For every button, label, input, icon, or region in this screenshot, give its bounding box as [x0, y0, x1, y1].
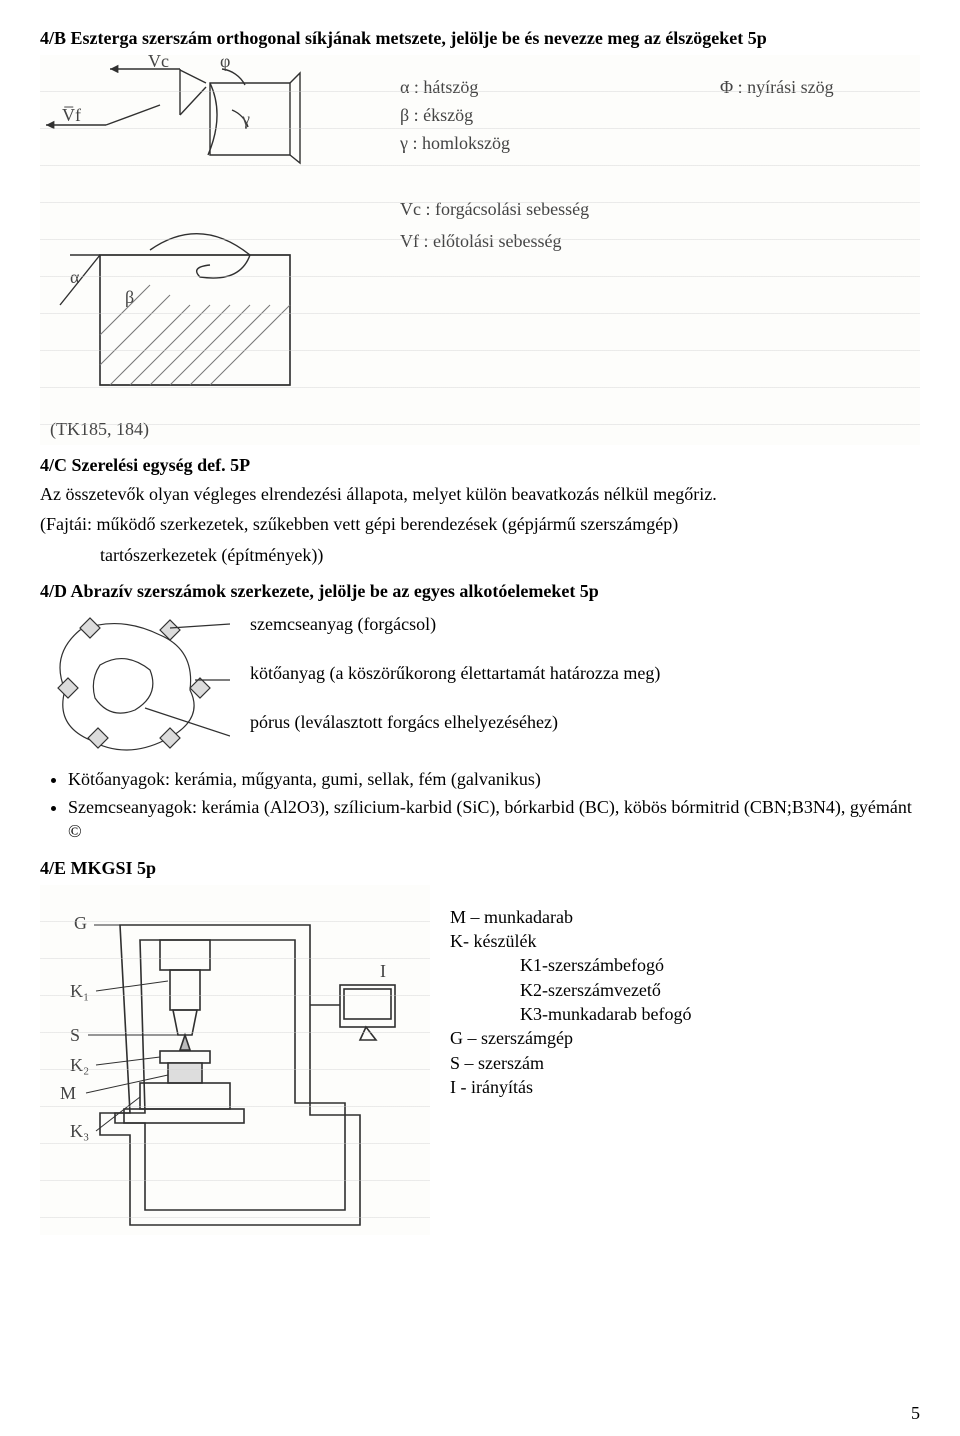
mkgsi-S: S – szerszám [450, 1051, 920, 1075]
section-4c-line3: tartószerkezetek (építmények)) [100, 543, 920, 567]
figure-4d [40, 610, 230, 760]
def-porus: pórus (leválasztott forgács elhelyezéséh… [250, 712, 920, 733]
bullet-szemcseanyagok: Szemcseanyagok: kerámia (Al2O3), szílici… [68, 795, 920, 844]
figure-4e: G K₁ S K₂ M K₃ I [40, 885, 430, 1235]
section-4d-bullets: Kötőanyagok: kerámia, műgyanta, gumi, se… [68, 767, 920, 844]
mkgsi-K: K- készülék [450, 929, 920, 953]
section-4d-row: szemcseanyag (forgácsol) kötőanyag (a kö… [40, 610, 920, 761]
section-4c-line2: (Fajtái: működő szerkezetek, szűkebben v… [40, 512, 920, 536]
figure-4d-svg [40, 610, 230, 760]
section-4d-defs: szemcseanyag (forgácsol) kötőanyag (a kö… [250, 610, 920, 761]
mkgsi-G: G – szerszámgép [450, 1026, 920, 1050]
bullet-kotoanyagok: Kötőanyagok: kerámia, műgyanta, gumi, se… [68, 767, 920, 791]
section-4d-title: 4/D Abrazív szerszámok szerkezete, jelöl… [40, 581, 920, 602]
def-szemcseanyag: szemcseanyag (forgácsol) [250, 614, 920, 635]
mkgsi-M: M – munkadarab [450, 905, 920, 929]
mkgsi-list: M – munkadarab K- készülék K1-szerszámbe… [450, 885, 920, 1099]
mkgsi-I: I - irányítás [450, 1075, 920, 1099]
mkgsi-K2: K2-szerszámvezető [520, 978, 920, 1002]
figure-4b: V̅c V̅f φ γ α β (TK185, 184) α : hátszög… [40, 55, 920, 445]
section-4c-line1: Az összetevők olyan végleges elrendezési… [40, 482, 920, 506]
ruled-lines-bg [40, 55, 920, 445]
page: 4/B Eszterga szerszám orthogonal síkjána… [0, 0, 960, 1436]
mkgsi-K3: K3-munkadarab befogó [520, 1002, 920, 1026]
def-kotoanyag: kötőanyag (a köszörűkorong élettartamát … [250, 663, 920, 684]
section-4e-title: 4/E MKGSI 5p [40, 858, 920, 879]
section-4e-row: G K₁ S K₂ M K₃ I M – munkadarab K- készü… [40, 885, 920, 1235]
section-4c-title: 4/C Szerelési egység def. 5P [40, 455, 920, 476]
mkgsi-K1: K1-szerszámbefogó [520, 953, 920, 977]
page-number: 5 [911, 1403, 920, 1424]
section-4b-title: 4/B Eszterga szerszám orthogonal síkjána… [40, 28, 920, 49]
ruled-lines-bg-2 [40, 885, 430, 1235]
